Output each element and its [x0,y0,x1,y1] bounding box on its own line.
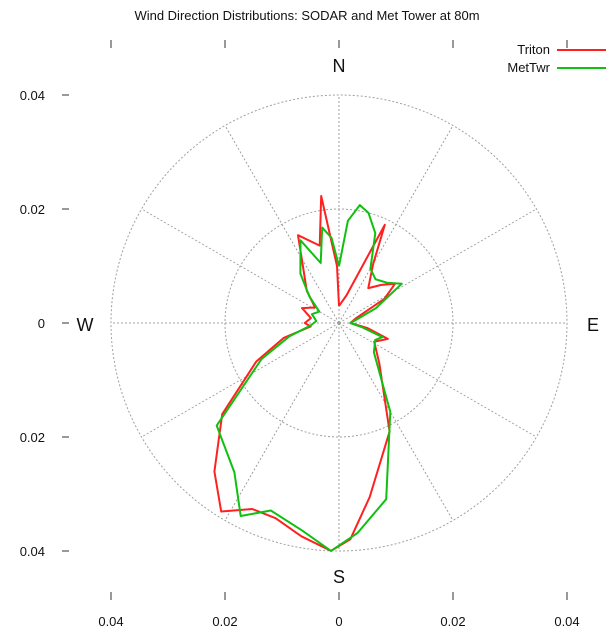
grid-spoke-240 [141,322,340,438]
grid-spoke-150 [338,322,454,521]
series-line-mettwr [215,204,403,552]
grid-ring-1 [110,94,568,552]
grid-spoke-300 [141,208,340,324]
y-tick-label-0: 0.04 [20,88,45,103]
x-tick-label-0: 0.04 [98,614,123,629]
y-tick-label-1: 0.02 [20,202,45,217]
axes: 0.04 0.02 0 0.02 0.04 0.04 0.02 0 0.02 0.04 [20,40,580,629]
grid-spoke-120 [338,322,537,438]
x-tick-label-2: 0 [335,614,342,629]
legend: Triton MetTwr [507,42,606,75]
chart-title: Wind Direction Distributions: SODAR and … [134,8,479,23]
x-tick-label-1: 0.02 [212,614,237,629]
polar-grid [110,94,568,552]
compass-label-s: S [333,567,345,587]
compass-label-n: N [333,56,346,76]
compass-label-w: W [77,315,94,335]
y-tick-label-3: 0.02 [20,430,45,445]
legend-label-triton: Triton [517,42,550,57]
series-line-triton [213,195,396,552]
grid-spoke-30 [338,125,454,324]
y-tick-label-2: 0 [38,316,45,331]
legend-label-mettwr: MetTwr [507,60,550,75]
grid-spoke-330 [224,125,340,324]
series-lines [213,195,403,552]
compass-label-e: E [587,315,599,335]
x-tick-label-3: 0.02 [440,614,465,629]
y-tick-label-4: 0.04 [20,544,45,559]
grid-spoke-60 [338,208,537,324]
grid-spoke-210 [224,322,340,521]
x-tick-label-4: 0.04 [554,614,579,629]
